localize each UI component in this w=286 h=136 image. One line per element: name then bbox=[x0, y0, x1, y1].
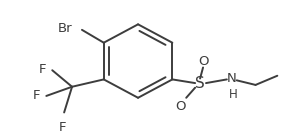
Text: N: N bbox=[227, 72, 237, 85]
Text: H: H bbox=[229, 88, 237, 101]
Text: O: O bbox=[175, 100, 186, 112]
Text: F: F bbox=[39, 63, 46, 76]
Text: O: O bbox=[198, 55, 208, 68]
Text: F: F bbox=[58, 121, 66, 134]
Text: S: S bbox=[195, 76, 205, 91]
Text: F: F bbox=[33, 89, 40, 102]
Text: Br: Br bbox=[57, 22, 72, 35]
